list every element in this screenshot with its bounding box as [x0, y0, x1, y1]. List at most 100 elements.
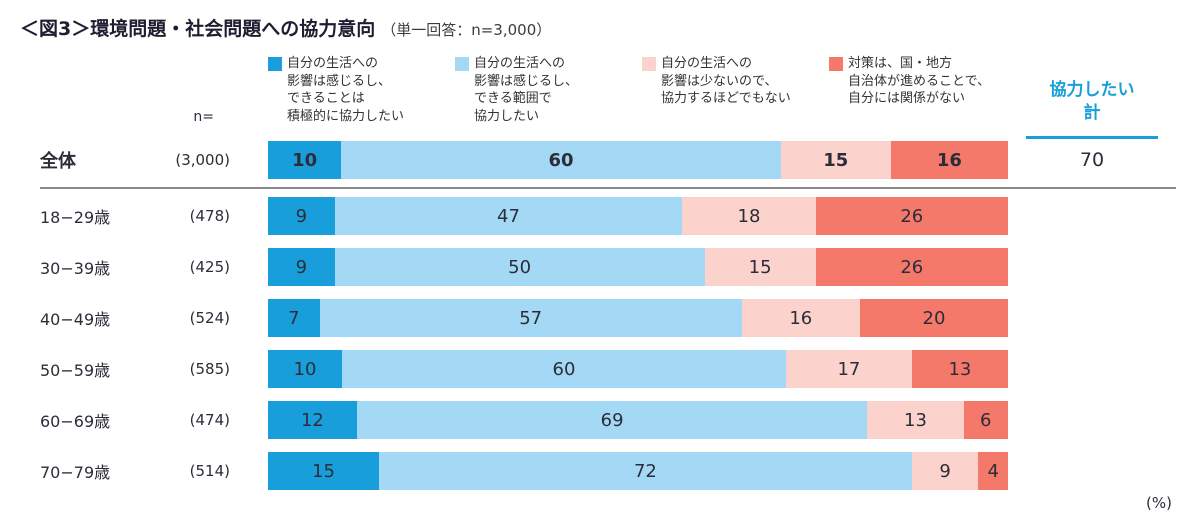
table-row: 70−79歳 (514) 15 72 9 4: [40, 452, 1176, 491]
rows: 全体 (3,000) 10 60 15 16 70 18−29歳 (478) 9 47 18 26 30−…: [40, 141, 1176, 491]
n-value: (3,000): [175, 151, 230, 170]
category-label: 30−39歳: [40, 259, 111, 279]
legend-item: 自分の生活への 影響は感じるし、 できる範囲で 協力したい: [455, 55, 634, 125]
stacked-bar: 7 57 16 20: [268, 299, 1008, 338]
legend-label: 対策は、国・地方 自治体が進めることで、 自分には関係がない: [848, 56, 991, 107]
stacked-bar: 12 69 13 6: [268, 401, 1008, 440]
bar-segment: 72: [379, 452, 912, 491]
bar-value: 9: [295, 256, 308, 278]
bar-value: 10: [292, 149, 318, 171]
bar-segment: 20: [859, 299, 1008, 338]
bar-segment: 16: [890, 141, 1008, 180]
bar-segment: 16: [741, 299, 860, 338]
n-value: (425): [189, 258, 230, 277]
bar-segment: 69: [356, 401, 868, 440]
percent-label: (%): [1146, 494, 1172, 512]
bar-value: 13: [948, 358, 972, 380]
chart-area: n= 自分の生活への 影響は感じるし、 できることは 積極的に協力したい 自分の生…: [0, 55, 1200, 491]
bar-segment: 57: [319, 299, 742, 338]
category-label: 60−69歳: [40, 412, 111, 432]
legend-swatch: [829, 57, 843, 71]
bar-segment: 13: [911, 350, 1008, 389]
bar-segment: 12: [268, 401, 357, 440]
table-row: 全体 (3,000) 10 60 15 16 70: [40, 141, 1176, 180]
bar-segment: 26: [815, 197, 1008, 236]
bar-value: 4: [987, 460, 999, 482]
bar-segment: 18: [682, 197, 816, 236]
stacked-bar: 10 60 17 13: [268, 350, 1008, 389]
stacked-bar: 9 47 18 26: [268, 197, 1008, 236]
bar-segment: 7: [268, 299, 320, 338]
bar-value: 50: [508, 256, 532, 278]
bar-value: 7: [288, 307, 300, 329]
n-value: (585): [189, 360, 230, 379]
bar-value: 18: [737, 205, 761, 227]
bar-segment: 60: [341, 141, 781, 180]
n-value: (524): [189, 309, 230, 328]
legend: 自分の生活への 影響は感じるし、 できることは 積極的に協力したい 自分の生活への…: [268, 55, 1008, 125]
category-label: 18−29歳: [40, 208, 111, 228]
category-label: 40−49歳: [40, 310, 111, 330]
stacked-bar: 10 60 15 16: [268, 141, 1008, 180]
bar-value: 17: [837, 358, 861, 380]
category-label: 70−79歳: [40, 463, 111, 483]
cooperation-total-value: 70: [1079, 149, 1105, 172]
table-row: 60−69歳 (474) 12 69 13 6: [40, 401, 1176, 440]
legend-label: 自分の生活への 影響は感じるし、 できることは 積極的に協力したい: [287, 56, 405, 124]
header-row: n= 自分の生活への 影響は感じるし、 できることは 積極的に協力したい 自分の生…: [40, 55, 1176, 140]
bar-value: 26: [900, 205, 924, 227]
bar-segment: 60: [342, 350, 786, 389]
chart-title-main: ＜図3＞環境問題・社会問題への協力意向: [20, 18, 376, 40]
bar-segment: 15: [780, 141, 891, 180]
legend-item: 自分の生活への 影響は感じるし、 できることは 積極的に協力したい: [268, 55, 447, 125]
bar-segment: 9: [268, 248, 335, 287]
bar-value: 60: [552, 358, 576, 380]
bar-value: 10: [293, 358, 317, 380]
bar-segment: 4: [978, 452, 1008, 491]
bar-segment: 50: [334, 248, 705, 287]
bar-segment: 6: [963, 401, 1008, 440]
bar-segment: 13: [867, 401, 964, 440]
table-row: 50−59歳 (585) 10 60 17 13: [40, 350, 1176, 389]
table-row: 30−39歳 (425) 9 50 15 26: [40, 248, 1176, 287]
bar-value: 26: [900, 256, 924, 278]
table-row: 18−29歳 (478) 9 47 18 26: [40, 197, 1176, 236]
bar-segment: 17: [786, 350, 912, 389]
n-value: (514): [189, 462, 230, 481]
bar-segment: 10: [268, 350, 342, 389]
n-value: (474): [189, 411, 230, 430]
legend-item: 対策は、国・地方 自治体が進めることで、 自分には関係がない: [829, 55, 1008, 108]
legend-swatch: [642, 57, 656, 71]
table-row: 40−49歳 (524) 7 57 16 20: [40, 299, 1176, 338]
bar-value: 47: [497, 205, 520, 227]
legend-swatch: [268, 57, 282, 71]
legend-label: 自分の生活への 影響は感じるし、 できる範囲で 協力したい: [474, 56, 579, 124]
bar-segment: 15: [268, 452, 379, 491]
legend-item: 自分の生活への 影響は少ないので、 協力するほどでもない: [642, 55, 821, 108]
chart-title-sub: （単一回答：n=3,000）: [381, 21, 552, 39]
bar-segment: 10: [268, 141, 342, 180]
bar-segment: 47: [334, 197, 683, 236]
legend-swatch: [455, 57, 469, 71]
bar-segment: 26: [815, 248, 1008, 287]
stacked-bar: 15 72 9 4: [268, 452, 1008, 491]
bar-value: 60: [548, 149, 574, 171]
n-header-label: n=: [193, 109, 214, 126]
separator-line: [40, 187, 1176, 190]
category-label: 50−59歳: [40, 361, 111, 381]
bar-segment: 9: [268, 197, 335, 236]
bar-value: 16: [789, 307, 813, 329]
bar-value: 15: [748, 256, 772, 278]
bar-value: 69: [600, 409, 624, 431]
bar-value: 20: [922, 307, 946, 329]
bar-value: 15: [823, 149, 849, 171]
bar-value: 13: [904, 409, 927, 431]
bar-value: 12: [300, 409, 324, 431]
stacked-bar: 9 50 15 26: [268, 248, 1008, 287]
bar-value: 9: [295, 205, 308, 227]
cooperation-total-header: 協力したい 計: [1026, 79, 1158, 140]
bar-value: 16: [936, 149, 962, 171]
bar-value: 6: [980, 409, 992, 431]
n-value: (478): [189, 207, 230, 226]
